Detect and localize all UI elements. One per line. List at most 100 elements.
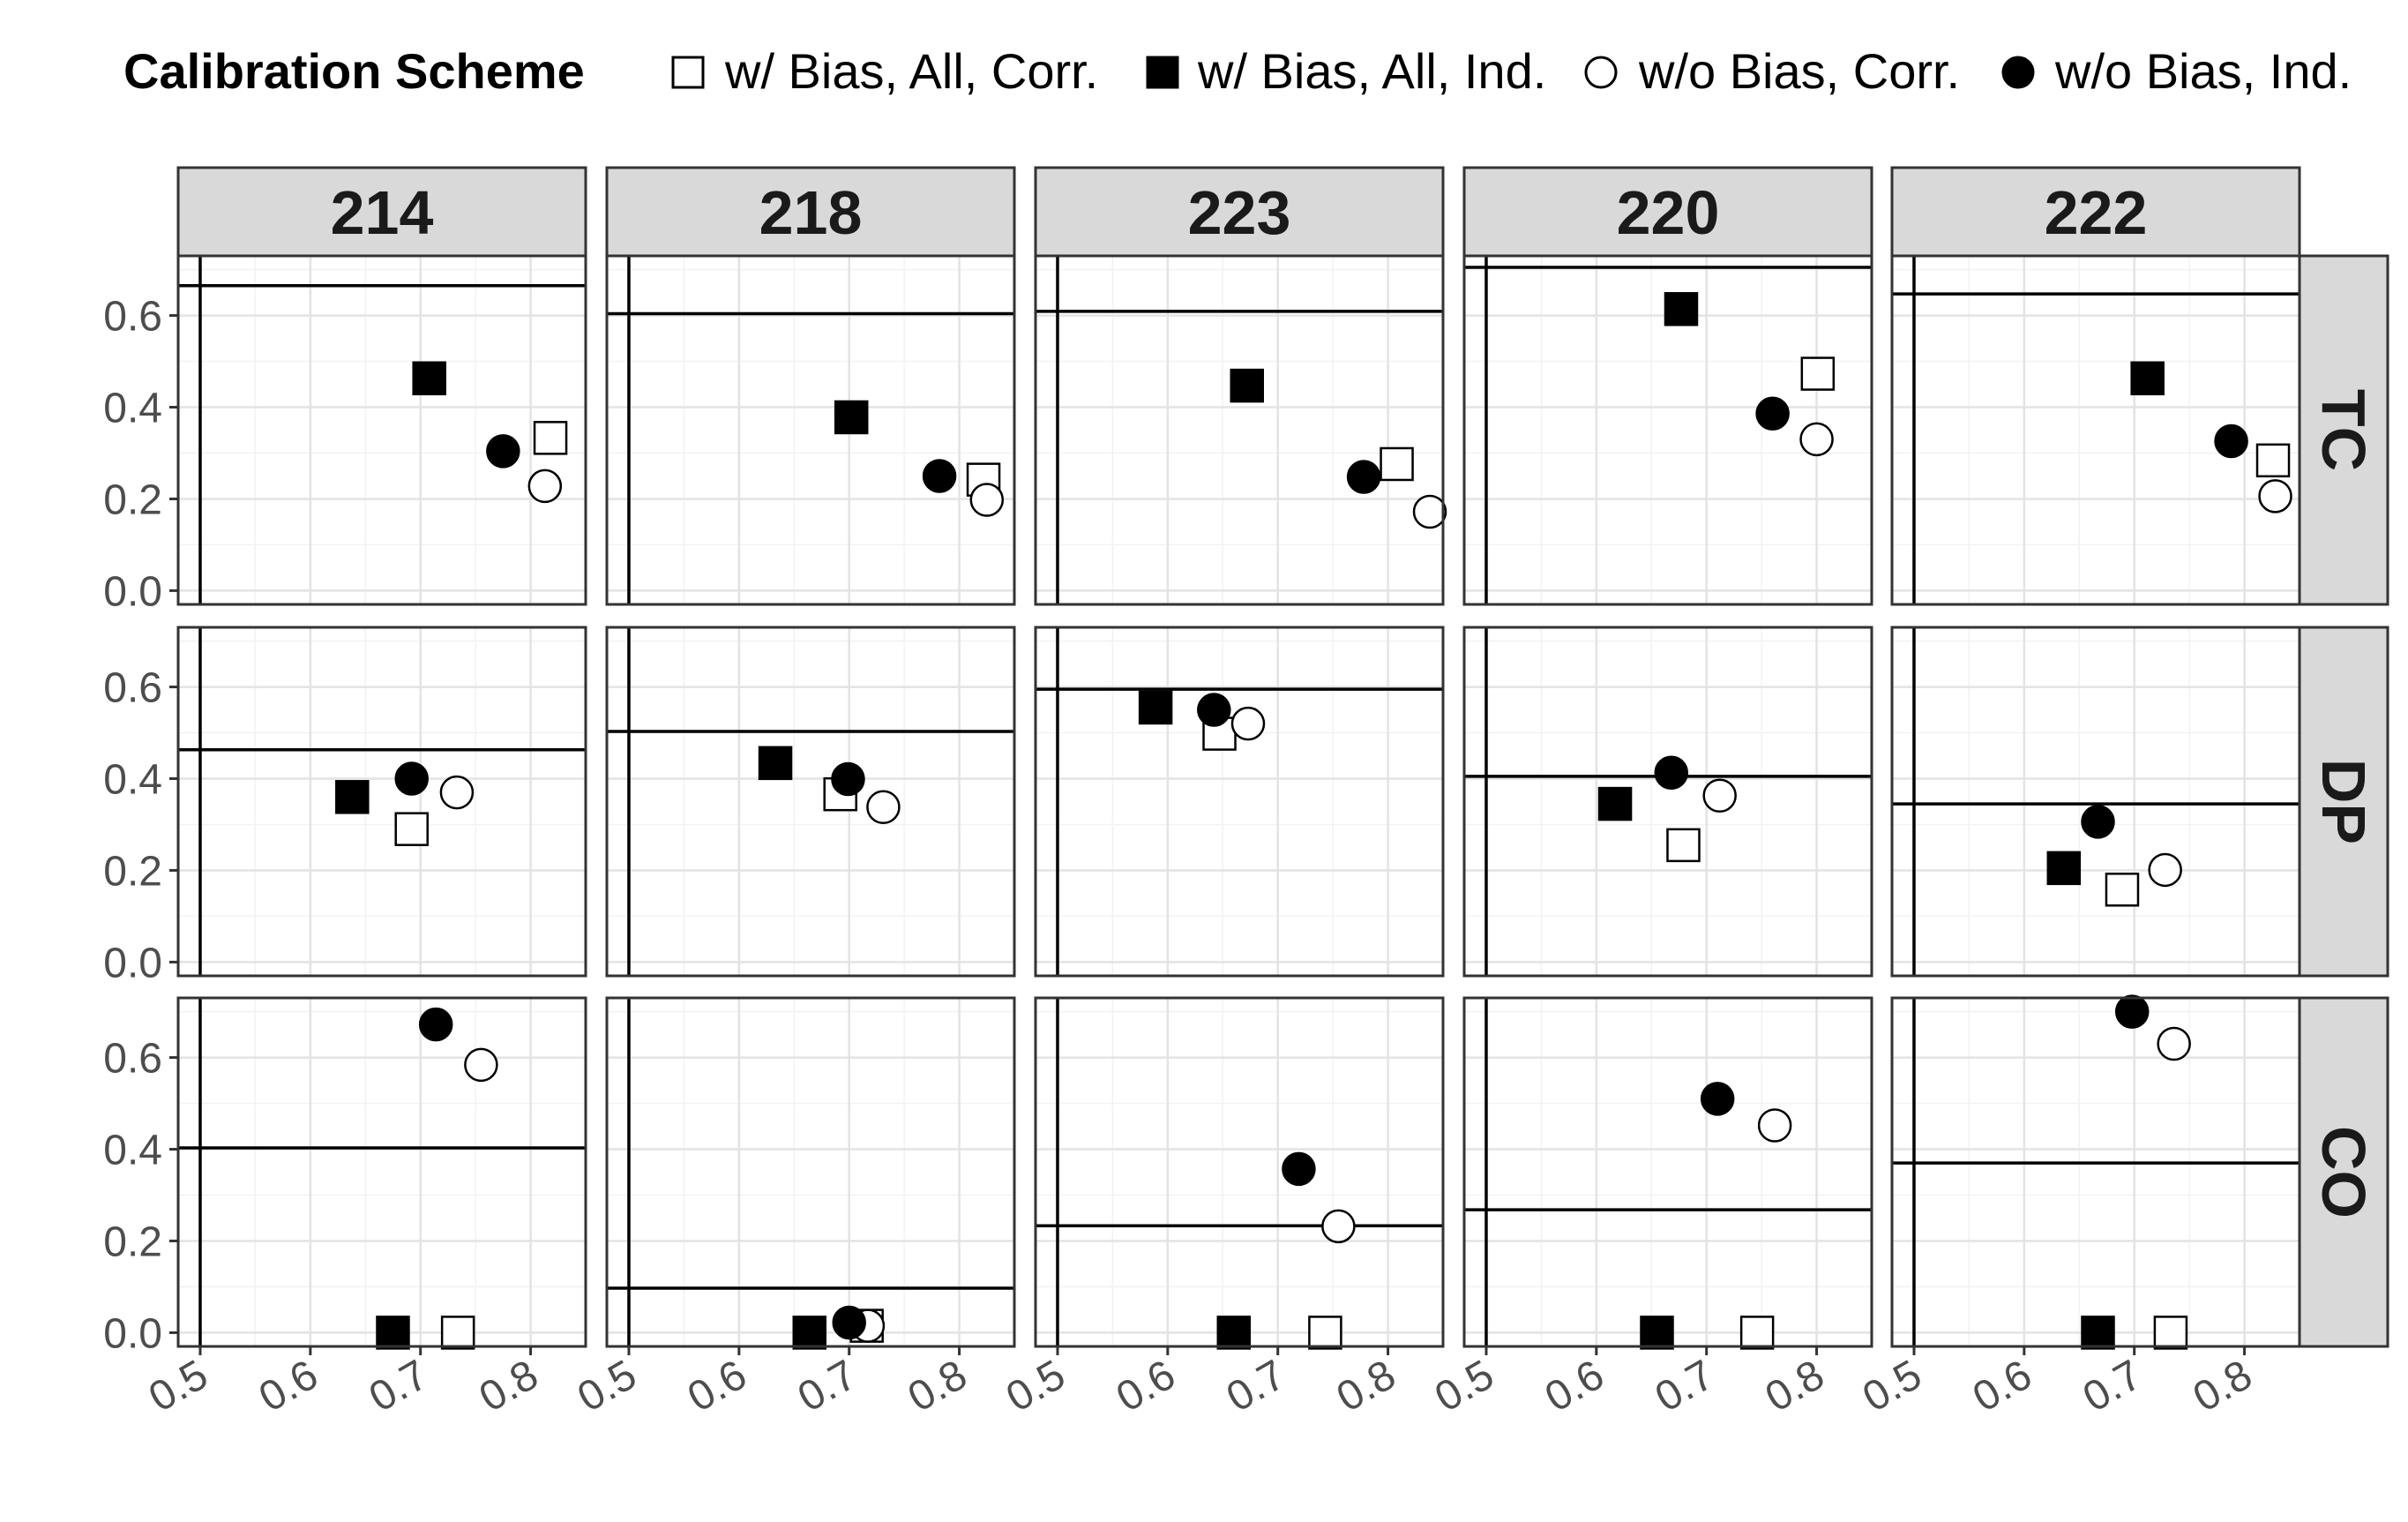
column-strip-label: 223 <box>1188 178 1291 247</box>
point-filled-square <box>2130 361 2165 396</box>
column-strip-label: 218 <box>759 178 863 247</box>
row-strip <box>2298 254 2389 606</box>
y-tick-label: 0.0 <box>103 1310 162 1357</box>
panel-border <box>1462 626 1873 978</box>
point-filled-circle <box>2114 994 2150 1029</box>
facet-strips: 214 218 223 220 222 TC DP CO <box>176 166 2389 1348</box>
x-tick-label: 0.8 <box>472 1352 546 1421</box>
panel-DP-220 <box>1462 626 1873 978</box>
x-tick-label: 0.5 <box>141 1352 215 1421</box>
point-open-circle <box>1230 706 1266 741</box>
y-tick-label: 0.0 <box>103 940 162 986</box>
panel-background <box>1464 998 1872 1346</box>
x-tick-label: 0.7 <box>1219 1352 1293 1421</box>
point-filled-circle <box>1654 755 1688 791</box>
legend-key-filled-circle <box>2001 56 2035 89</box>
panel-CO-218 <box>605 996 1016 1350</box>
point-filled-square <box>1664 292 1699 326</box>
legend-label: w/ Bias, All, Corr. <box>724 43 1098 99</box>
point-open-circle <box>1702 778 1737 813</box>
point-open-circle <box>464 1047 498 1083</box>
panel-border <box>176 996 587 1348</box>
point-filled-square <box>1230 368 1264 403</box>
point-open-square <box>2153 1316 2188 1350</box>
x-tick-label: 0.6 <box>680 1352 754 1421</box>
panel-background <box>607 627 1014 976</box>
point-filled-circle <box>2214 424 2248 459</box>
x-tick-label: 0.5 <box>998 1352 1073 1421</box>
legend-label: w/o Bias, Ind. <box>2054 43 2352 99</box>
x-tick-label: 0.7 <box>1648 1352 1722 1421</box>
x-tick-label: 0.7 <box>2075 1352 2150 1421</box>
point-filled-square <box>758 746 793 781</box>
point-open-square <box>1380 446 1414 482</box>
panel-border <box>605 996 1016 1348</box>
x-tick-label: 0.6 <box>1109 1352 1183 1421</box>
panels <box>176 254 2301 1350</box>
point-filled-circle <box>394 761 429 796</box>
column-strip-label: 222 <box>2045 178 2148 247</box>
panel-background <box>1036 256 1443 604</box>
point-open-circle <box>2258 479 2292 514</box>
y-tick-label: 0.6 <box>103 294 162 341</box>
panel-border <box>1034 626 1445 978</box>
panel-border <box>176 626 587 978</box>
point-filled-square <box>1597 786 1633 821</box>
panel-CO-222 <box>1890 994 2301 1350</box>
x-tick-label: 0.7 <box>790 1352 864 1421</box>
x-tick-label: 0.8 <box>901 1352 975 1421</box>
point-open-square <box>1308 1316 1342 1350</box>
panel-background <box>178 998 586 1346</box>
point-filled-circle <box>1346 460 1381 494</box>
legend-key-open-square <box>671 56 705 89</box>
x-tick-label: 0.8 <box>1758 1352 1832 1421</box>
point-filled-square <box>1216 1316 1252 1350</box>
point-open-circle <box>1321 1209 1356 1244</box>
panel-CO-220 <box>1462 996 1873 1350</box>
panel-TC-222 <box>1890 254 2301 606</box>
column-strip <box>1890 166 2301 258</box>
panel-TC-214 <box>176 254 587 606</box>
point-filled-square <box>376 1316 410 1350</box>
panel-TC-220 <box>1462 254 1873 606</box>
panel-background <box>1464 627 1872 976</box>
row-strip <box>2298 996 2389 1348</box>
point-open-square <box>1666 828 1701 863</box>
y-tick-label: 0.2 <box>103 476 162 523</box>
point-filled-circle <box>486 434 520 469</box>
column-strip <box>1034 166 1445 258</box>
point-filled-square <box>792 1316 827 1350</box>
point-open-square <box>2105 873 2140 907</box>
x-tick-label: 0.6 <box>1537 1352 1612 1421</box>
point-open-circle <box>2157 1026 2191 1061</box>
y-tick-label: 0.2 <box>103 1218 162 1265</box>
point-open-circle <box>1757 1108 1792 1143</box>
point-open-circle <box>1799 422 1834 457</box>
point-filled-square <box>834 400 869 435</box>
point-filled-circle <box>418 1007 453 1042</box>
point-open-circle <box>866 790 901 824</box>
point-open-square <box>394 812 429 846</box>
x-tick-label: 0.7 <box>362 1352 436 1421</box>
point-filled-square <box>1640 1316 1674 1350</box>
column-strip <box>1462 166 1873 258</box>
point-filled-square <box>412 361 446 396</box>
column-strip-label: 220 <box>1617 178 1720 247</box>
panel-border <box>1462 996 1873 1348</box>
row-strip-label: TC <box>2309 389 2378 471</box>
y-tick-label: 0.6 <box>103 1036 162 1083</box>
point-filled-circle <box>1197 693 1231 727</box>
row-strip <box>2298 626 2389 978</box>
panel-background <box>1892 998 2300 1346</box>
point-open-circle <box>969 483 1005 517</box>
point-open-square <box>440 1316 475 1350</box>
panel-background <box>1036 998 1443 1346</box>
panel-background <box>607 998 1014 1346</box>
y-tick-label: 0.4 <box>103 1128 162 1174</box>
legend-key-filled-square <box>1146 56 1179 89</box>
panel-background <box>607 256 1014 604</box>
point-filled-square <box>1138 690 1173 725</box>
y-tick-label: 0.6 <box>103 665 162 712</box>
panel-background <box>178 256 586 604</box>
x-tick-label: 0.8 <box>2186 1352 2260 1421</box>
